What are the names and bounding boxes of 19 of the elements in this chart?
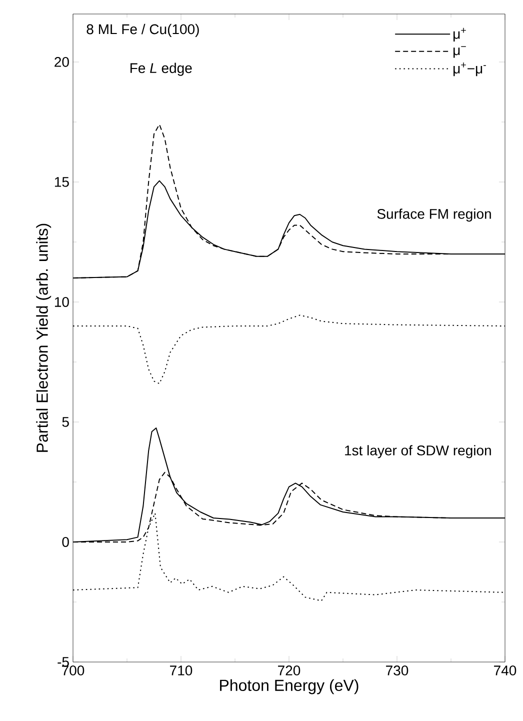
annotation: Fe L edge: [130, 62, 192, 76]
x-tick-label: 720: [278, 666, 300, 676]
legend-label: μ$^{−}$: [454, 46, 466, 58]
y-tick-label: 10: [54, 297, 69, 307]
annotation: 1st layer of SDW region: [345, 445, 491, 458]
y-tick-label: 0: [62, 537, 69, 547]
y-tick-label: 5: [62, 417, 69, 427]
legend-label: μ$^{+}$−μ$^{-}$: [454, 62, 486, 76]
annotation: 8 ML Fe / Cu(100): [86, 24, 199, 37]
legend-label: μ$^{+}$: [454, 28, 466, 42]
annotation: Surface FM region: [377, 208, 491, 222]
x-tick-label: 700: [62, 666, 84, 676]
x-tick-label: 740: [494, 666, 516, 676]
x-tick-label: 730: [386, 666, 408, 676]
x-tick-label: 710: [170, 666, 192, 676]
y-tick-label: 15: [54, 177, 69, 187]
y-axis-title: Partial Electron Yield (arb. units): [36, 224, 52, 452]
x-axis-title: Photon Energy (eV): [220, 679, 358, 694]
y-tick-label: 20: [54, 57, 69, 67]
